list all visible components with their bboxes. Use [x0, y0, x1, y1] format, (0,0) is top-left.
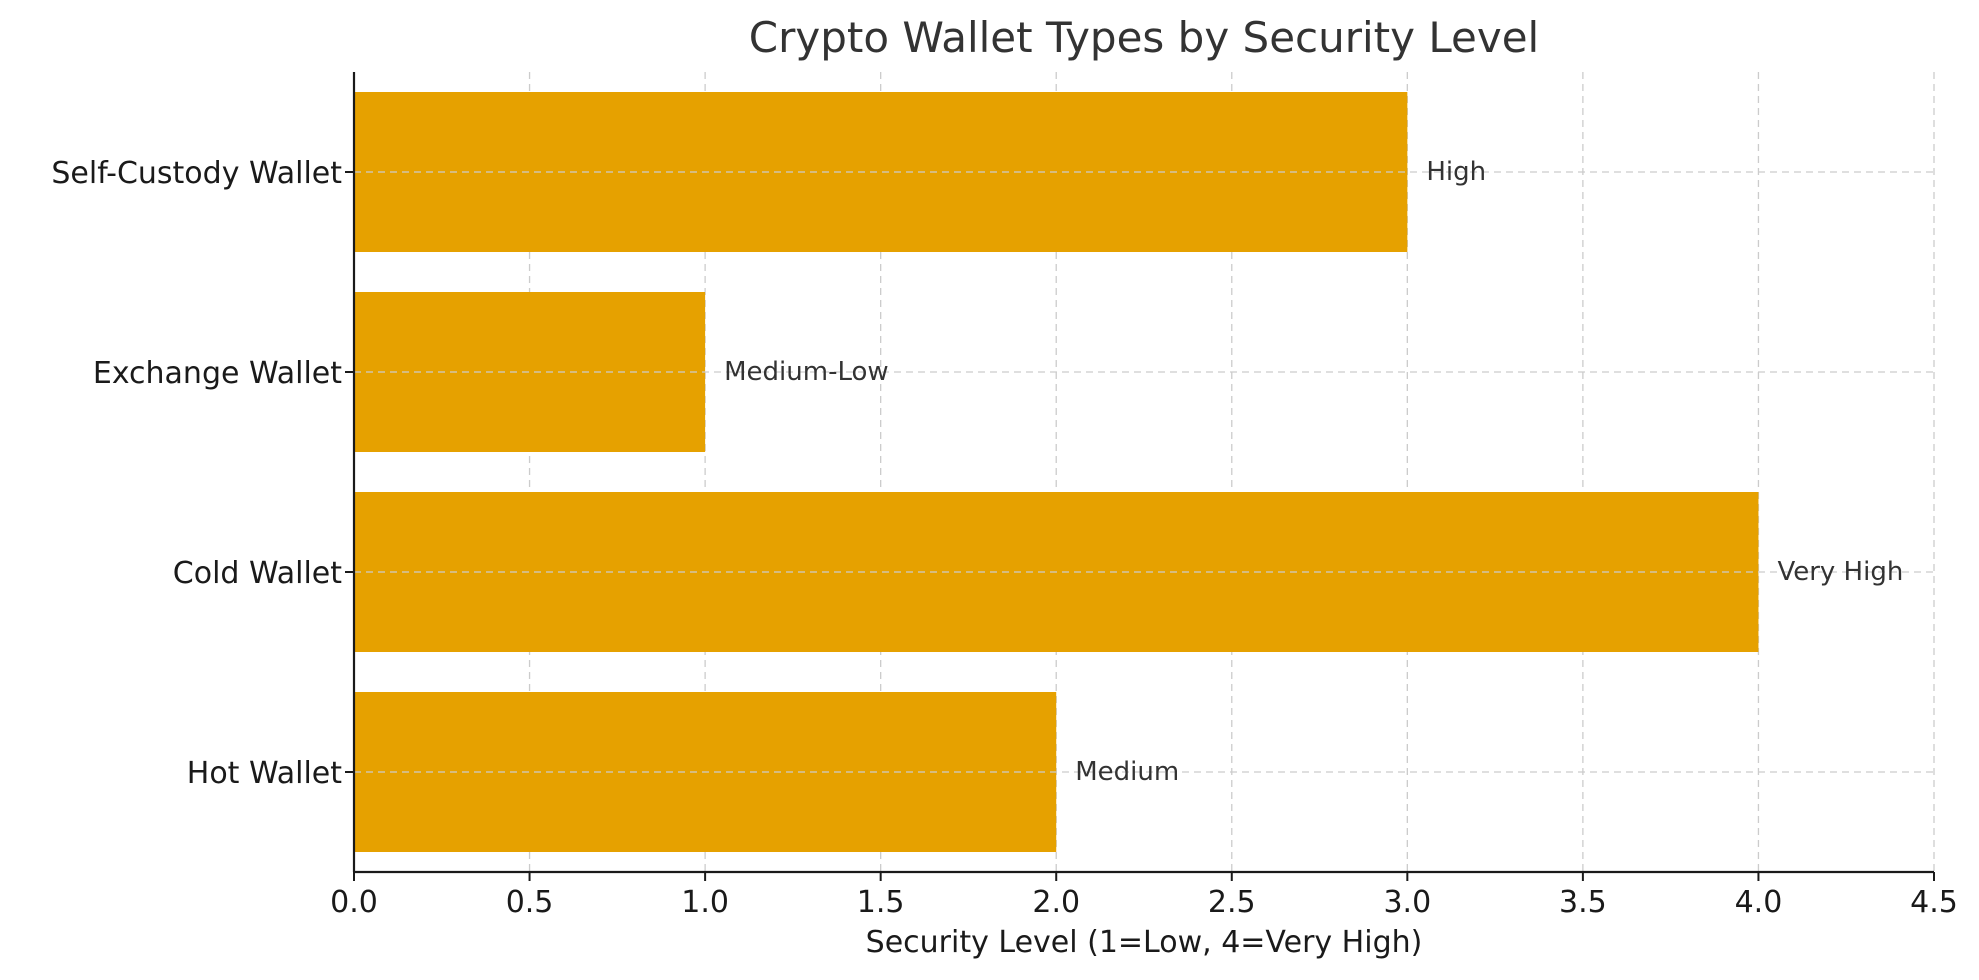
x-tick-label: 4.0 — [1735, 885, 1783, 920]
x-tick-label: 0.0 — [330, 885, 378, 920]
bar-data-label: Very High — [1777, 557, 1903, 587]
y-tick-label: Hot Wallet — [187, 756, 342, 791]
chart-title: Crypto Wallet Types by Security Level — [749, 13, 1539, 62]
bar-data-label: High — [1426, 157, 1486, 187]
bars — [354, 92, 1934, 852]
x-tick-label: 0.5 — [506, 885, 554, 920]
x-tick-label: 4.5 — [1910, 885, 1958, 920]
x-axis-label: Security Level (1=Low, 4=Very High) — [866, 925, 1423, 960]
ticks: 0.0 0.5 1.0 1.5 2.0 2.5 3.0 3.5 4.0 4.5 Hot Wallet… — [51, 156, 1958, 920]
y-tick-label: Cold Wallet — [173, 556, 342, 591]
x-tick-label: 1.0 — [681, 885, 729, 920]
data-labels: Medium Very High Medium-Low High — [724, 157, 1903, 787]
x-tick-label: 2.5 — [1208, 885, 1256, 920]
x-tick-label: 3.5 — [1559, 885, 1607, 920]
axes — [352, 72, 1934, 874]
y-tick-label: Self-Custody Wallet — [51, 156, 342, 191]
x-tick-label: 3.0 — [1383, 885, 1431, 920]
bar-data-label: Medium — [1075, 757, 1179, 787]
x-tick-label: 2.0 — [1032, 885, 1080, 920]
y-tick-label: Exchange Wallet — [93, 356, 342, 391]
x-tick-label: 1.5 — [857, 885, 905, 920]
bar-data-label: Medium-Low — [724, 357, 889, 387]
